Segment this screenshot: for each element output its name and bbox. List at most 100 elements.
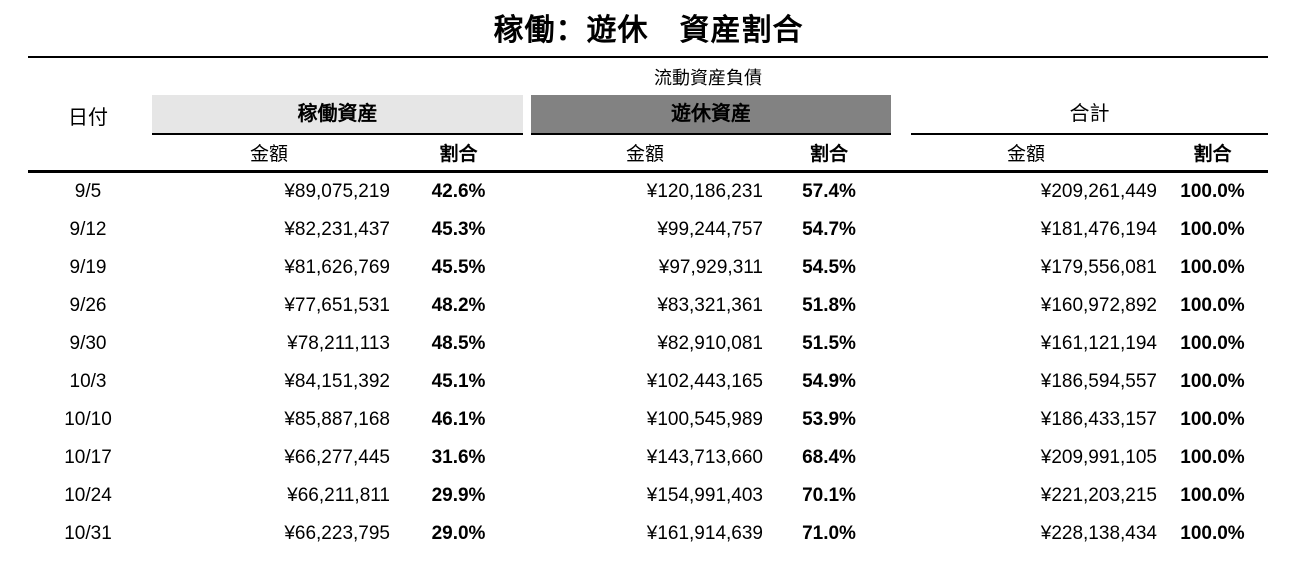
idle-amount-cell: ¥102,443,165 (646, 371, 763, 392)
total-ratio-cell: 100.0% (1180, 181, 1245, 202)
idle-group-cell: 遊休資産 (527, 95, 895, 135)
idle-ratio-cell: 54.9% (802, 371, 856, 392)
operating-ratio-cell: 45.3% (431, 219, 486, 240)
idle-amount-cell: ¥161,914,639 (646, 523, 763, 544)
idle-amount-header: 金額 (527, 135, 763, 173)
total-amount-cell: ¥228,138,434 (1040, 523, 1157, 544)
group-header-row: 日付 稼働資産 遊休資産 合計 (28, 95, 1268, 135)
idle-ratio-cell: 71.0% (802, 523, 856, 544)
idle-amount-cell: ¥154,991,403 (646, 485, 763, 506)
operating-amount-cell: ¥66,211,811 (287, 485, 390, 506)
table-row: 9/12 ¥82,231,437 45.3% ¥99,244,757 54.7%… (28, 211, 1268, 249)
total-group-cell: 合計 (895, 95, 1268, 135)
table-row: 9/19 ¥81,626,769 45.5% ¥97,929,311 54.5%… (28, 249, 1268, 287)
total-ratio-cell: 100.0% (1180, 371, 1245, 392)
date-column-header: 日付 (68, 106, 108, 129)
idle-ratio-cell: 54.5% (802, 257, 856, 278)
total-ratio-cell: 100.0% (1180, 409, 1245, 430)
total-amount-cell: ¥181,476,194 (1040, 219, 1157, 240)
total-amount-cell: ¥209,991,105 (1040, 447, 1157, 468)
idle-ratio-cell: 68.4% (802, 447, 856, 468)
date-cell: 9/19 (69, 257, 107, 278)
total-amount-cell: ¥160,972,892 (1040, 295, 1157, 316)
operating-ratio-cell: 48.5% (431, 333, 486, 354)
operating-ratio-cell: 46.1% (431, 409, 486, 430)
date-cell: 10/17 (64, 447, 112, 468)
table-row: 10/31 ¥66,223,795 29.0% ¥161,914,639 71.… (28, 515, 1268, 553)
table-row: 10/17 ¥66,277,445 31.6% ¥143,713,660 68.… (28, 439, 1268, 477)
operating-ratio-cell: 29.0% (431, 523, 486, 544)
idle-amount-cell: ¥83,321,361 (657, 295, 763, 316)
operating-amount-cell: ¥81,626,769 (284, 257, 390, 278)
idle-ratio-cell: 53.9% (802, 409, 856, 430)
idle-ratio-header: 割合 (763, 135, 895, 173)
operating-ratio-cell: 48.2% (431, 295, 486, 316)
date-cell: 10/10 (64, 409, 112, 430)
table-row: 10/3 ¥84,151,392 45.1% ¥102,443,165 54.9… (28, 363, 1268, 401)
operating-amount-cell: ¥82,231,437 (284, 219, 390, 240)
idle-amount-cell: ¥120,186,231 (646, 181, 763, 202)
table-row: 9/26 ¥77,651,531 48.2% ¥83,321,361 51.8%… (28, 287, 1268, 325)
total-ratio-cell: 100.0% (1180, 447, 1245, 468)
idle-amount-cell: ¥143,713,660 (646, 447, 763, 468)
idle-group-header: 遊休資産 (531, 95, 891, 135)
table-row: 10/24 ¥66,211,811 29.9% ¥154,991,403 70.… (28, 477, 1268, 515)
sub-header-row: 金額 割合 金額 割合 金額 割合 (28, 135, 1268, 173)
total-ratio-cell: 100.0% (1180, 523, 1245, 544)
operating-amount-cell: ¥89,075,219 (284, 181, 390, 202)
operating-ratio-cell: 45.1% (431, 371, 486, 392)
operating-group-header: 稼働資産 (152, 95, 523, 135)
idle-ratio-cell: 70.1% (802, 485, 856, 506)
operating-group-cell: 稼働資産 (148, 95, 527, 135)
table-row: 10/10 ¥85,887,168 46.1% ¥100,545,989 53.… (28, 401, 1268, 439)
total-ratio-header: 割合 (1157, 135, 1268, 173)
total-ratio-cell: 100.0% (1180, 219, 1245, 240)
total-ratio-cell: 100.0% (1180, 295, 1245, 316)
date-cell: 10/24 (64, 485, 112, 506)
idle-amount-cell: ¥100,545,989 (646, 409, 763, 430)
operating-amount-cell: ¥66,223,795 (284, 523, 390, 544)
operating-ratio-cell: 45.5% (431, 257, 486, 278)
operating-amount-cell: ¥85,887,168 (284, 409, 390, 430)
operating-amount-cell: ¥84,151,392 (284, 371, 390, 392)
total-amount-cell: ¥161,121,194 (1040, 333, 1157, 354)
idle-amount-cell: ¥82,910,081 (657, 333, 763, 354)
span-header-row: 流動資産負債 (28, 56, 1268, 95)
total-amount-cell: ¥209,261,449 (1040, 181, 1157, 202)
operating-amount-cell: ¥66,277,445 (284, 447, 390, 468)
idle-ratio-cell: 51.5% (802, 333, 856, 354)
span-header-label: 流動資産負債 (148, 56, 1268, 95)
total-ratio-cell: 100.0% (1180, 485, 1245, 506)
span-header-spacer (28, 56, 148, 95)
idle-amount-cell: ¥99,244,757 (657, 219, 763, 240)
table-row: 9/5 ¥89,075,219 42.6% ¥120,186,231 57.4%… (28, 172, 1268, 212)
total-amount-cell: ¥186,433,157 (1040, 409, 1157, 430)
operating-ratio-header: 割合 (390, 135, 527, 173)
table-row: 9/30 ¥78,211,113 48.5% ¥82,910,081 51.5%… (28, 325, 1268, 363)
total-amount-cell: ¥221,203,215 (1040, 485, 1157, 506)
operating-amount-header: 金額 (148, 135, 390, 173)
idle-amount-cell: ¥97,929,311 (658, 257, 763, 278)
total-amount-cell: ¥186,594,557 (1040, 371, 1157, 392)
total-amount-header: 金額 (895, 135, 1157, 173)
total-amount-cell: ¥179,556,081 (1040, 257, 1157, 278)
operating-amount-cell: ¥78,211,113 (287, 333, 390, 354)
operating-ratio-cell: 31.6% (431, 447, 486, 468)
operating-ratio-cell: 29.9% (431, 485, 486, 506)
date-cell: 9/12 (69, 219, 107, 240)
operating-amount-cell: ¥77,651,531 (284, 295, 390, 316)
page-title: 稼働：遊休 資産割合 (493, 14, 804, 47)
total-ratio-cell: 100.0% (1180, 333, 1245, 354)
idle-ratio-cell: 51.8% (802, 295, 856, 316)
date-cell: 10/31 (64, 523, 112, 544)
idle-ratio-cell: 54.7% (802, 219, 856, 240)
date-cell: 9/30 (69, 333, 107, 354)
date-cell: 9/5 (74, 181, 102, 202)
operating-ratio-cell: 42.6% (431, 181, 486, 202)
sub-header-spacer (28, 135, 148, 173)
total-group-header: 合計 (911, 95, 1268, 135)
idle-ratio-cell: 57.4% (802, 181, 856, 202)
date-cell: 9/26 (69, 295, 107, 316)
total-ratio-cell: 100.0% (1180, 257, 1245, 278)
date-cell: 10/3 (69, 371, 107, 392)
